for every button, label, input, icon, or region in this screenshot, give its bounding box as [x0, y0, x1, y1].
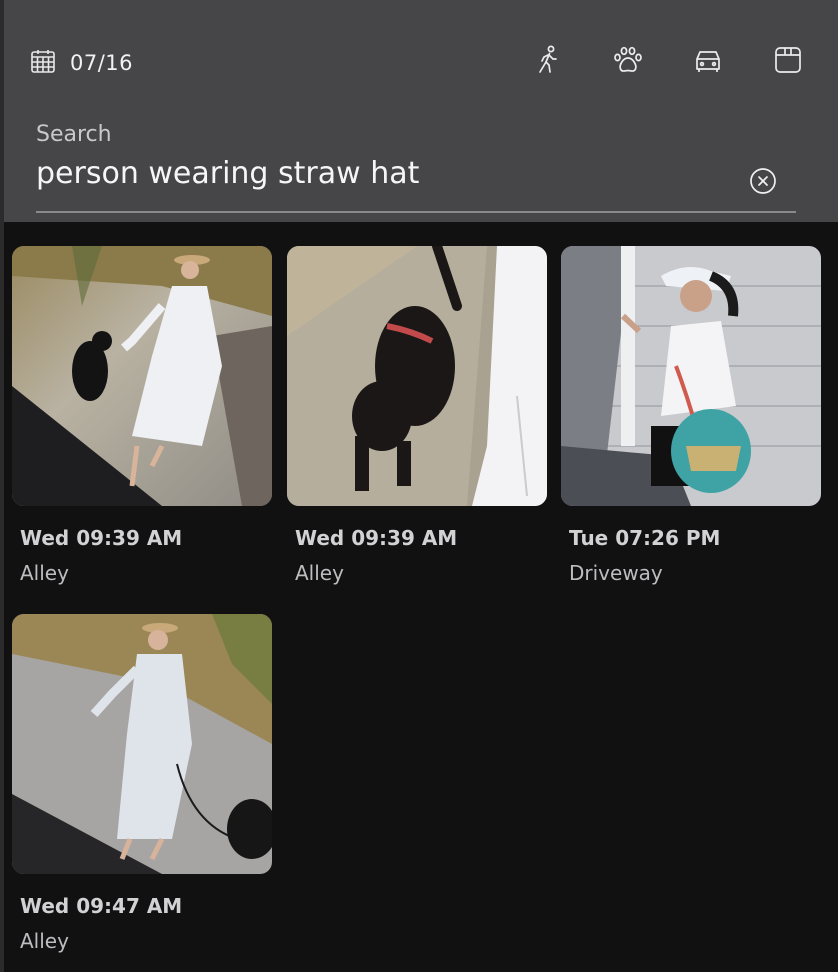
package-icon	[772, 44, 804, 80]
clear-circle-icon	[748, 168, 778, 200]
filter-animal-button[interactable]	[606, 42, 650, 82]
event-location: Alley	[20, 561, 69, 585]
search-input[interactable]	[36, 150, 736, 196]
left-edge	[0, 0, 4, 972]
date-selector[interactable]: 07/16	[30, 48, 133, 78]
result-card[interactable]: Wed 09:47 AM Alley	[12, 614, 272, 959]
search-underline	[36, 211, 796, 213]
event-time: Tue 07:26 PM	[569, 526, 721, 550]
event-thumbnail[interactable]	[12, 246, 272, 506]
filter-package-button[interactable]	[766, 42, 810, 82]
event-location: Alley	[295, 561, 344, 585]
event-time: Wed 09:47 AM	[20, 894, 183, 918]
person-walking-icon	[532, 44, 564, 80]
event-time: Wed 09:39 AM	[20, 526, 183, 550]
event-location: Driveway	[569, 561, 663, 585]
result-card[interactable]: Tue 07:26 PM Driveway	[561, 246, 821, 591]
event-thumbnail[interactable]	[287, 246, 547, 506]
calendar-icon	[30, 48, 56, 78]
paw-icon	[612, 44, 644, 80]
event-thumbnail[interactable]	[12, 614, 272, 874]
search-label: Search	[36, 122, 112, 147]
car-icon	[692, 44, 724, 80]
event-location: Alley	[20, 929, 69, 953]
event-time: Wed 09:39 AM	[295, 526, 458, 550]
search-header: 07/16	[4, 0, 838, 222]
clear-search-button[interactable]	[748, 166, 778, 196]
event-thumbnail[interactable]	[561, 246, 821, 506]
result-card[interactable]: Wed 09:39 AM Alley	[287, 246, 547, 591]
result-card[interactable]: Wed 09:39 AM Alley	[12, 246, 272, 591]
date-label: 07/16	[70, 51, 134, 75]
filter-person-button[interactable]	[526, 42, 570, 82]
filter-vehicle-button[interactable]	[686, 42, 730, 82]
